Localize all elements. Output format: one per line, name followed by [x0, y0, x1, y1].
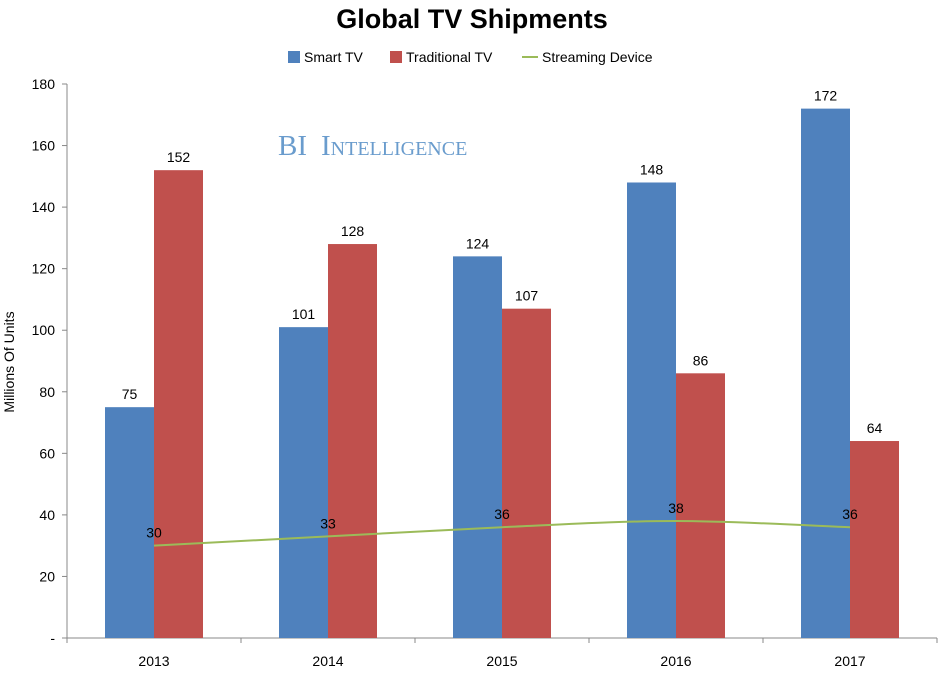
bar-smart-tv	[105, 407, 154, 638]
data-label-streaming-device: 36	[842, 506, 858, 522]
y-tick-label: 80	[39, 384, 55, 400]
watermark-bi: BI	[278, 130, 307, 162]
data-label-streaming-device: 30	[146, 525, 162, 541]
data-label-smart-tv: 75	[122, 386, 138, 402]
bar-smart-tv	[801, 108, 850, 639]
legend-swatch-smart-tv	[288, 51, 300, 63]
plot-area: - 20 40 60 80 100 120 140 160 180 2013 2014 2015 2016…	[32, 76, 938, 669]
y-tick-label: 120	[32, 261, 56, 277]
x-tick-label: 2016	[660, 653, 691, 669]
bar-traditional-tv	[502, 308, 551, 638]
y-tick-label: 40	[39, 507, 55, 523]
data-label-traditional-tv: 86	[693, 352, 709, 368]
bar-traditional-tv	[676, 373, 725, 638]
bar-smart-tv	[279, 327, 328, 638]
x-tick-label: 2017	[834, 653, 865, 669]
y-tick-label: 60	[39, 445, 55, 461]
watermark-intelligence: Intelligence	[321, 130, 467, 162]
data-label-traditional-tv: 107	[515, 288, 539, 304]
x-tick-label: 2014	[312, 653, 343, 669]
legend-swatch-traditional-tv	[390, 51, 402, 63]
data-label-traditional-tv: 152	[167, 149, 191, 165]
data-label-streaming-device: 38	[668, 500, 684, 516]
bar-smart-tv	[453, 256, 502, 638]
y-tick-label: -	[50, 630, 55, 646]
data-label-traditional-tv: 64	[867, 420, 883, 436]
legend-label-traditional-tv: Traditional TV	[406, 49, 493, 65]
line-streaming-device	[153, 520, 851, 547]
data-label-smart-tv: 101	[292, 306, 316, 322]
legend-label-streaming-device: Streaming Device	[542, 49, 653, 65]
bar-traditional-tv	[328, 244, 377, 639]
legend-label-smart-tv: Smart TV	[304, 49, 364, 65]
data-label-smart-tv: 124	[466, 235, 490, 251]
data-label-streaming-device: 36	[494, 506, 510, 522]
bar-traditional-tv	[850, 441, 899, 638]
y-tick-label: 160	[32, 138, 56, 154]
y-tick-label: 100	[32, 322, 56, 338]
bi-intelligence-watermark: BI Intelligence	[278, 130, 467, 162]
y-axis-title: Millions Of Units	[1, 311, 17, 412]
data-label-streaming-device: 33	[320, 515, 336, 531]
y-tick-label: 20	[39, 568, 55, 584]
bar-traditional-tv	[154, 170, 203, 638]
bar-smart-tv	[627, 182, 676, 638]
x-tick-label: 2015	[486, 653, 517, 669]
data-label-smart-tv: 172	[814, 88, 838, 104]
data-label-smart-tv: 148	[640, 161, 664, 177]
y-tick-label: 180	[32, 76, 56, 92]
y-tick-label: 140	[32, 199, 56, 215]
data-label-traditional-tv: 128	[341, 223, 365, 239]
chart-title: Global TV Shipments	[336, 4, 608, 34]
legend: Smart TV Traditional TV Streaming Device	[288, 49, 653, 65]
x-tick-label: 2013	[138, 653, 169, 669]
